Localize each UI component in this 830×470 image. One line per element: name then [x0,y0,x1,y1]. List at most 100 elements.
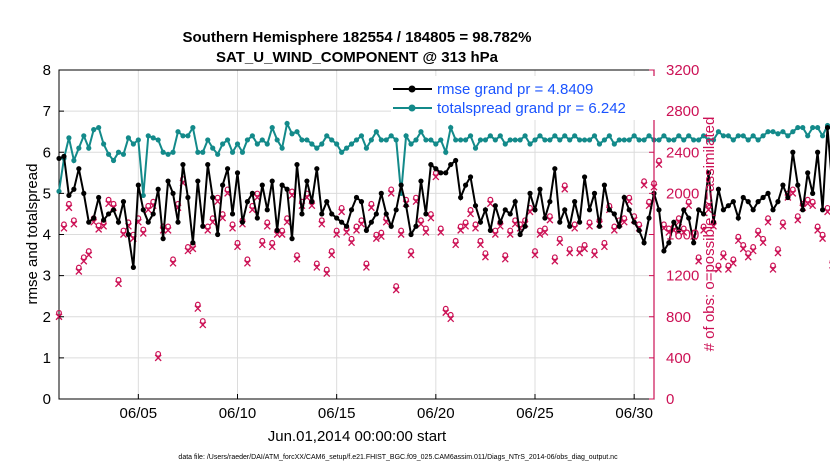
obs-count-point [437,225,445,236]
obs-count-point [556,235,564,247]
totalspread-point [289,131,295,137]
obs-possible-marker [487,196,494,203]
obs-possible-marker [313,260,320,267]
rmse-point [86,219,92,225]
rmse-point [71,186,77,192]
obs-count-point [100,219,108,230]
obs-possible-marker [333,227,340,234]
rmse-point [140,207,146,213]
rmse-point [205,161,211,168]
obs-possible-marker [328,248,335,254]
totalspread-point [775,131,781,137]
totalspread-point [805,133,811,139]
totalspread-point [324,133,330,139]
rmse-point [453,157,459,164]
rmse-point [105,211,112,217]
totalspread-point [175,129,181,135]
totalspread-point [765,129,771,135]
obs-possible-marker [140,226,147,233]
obs-count-point [546,213,554,224]
totalspread-point [259,137,265,143]
obs-count-point [447,311,455,323]
obs-possible-marker [418,217,424,224]
obs-count-point [65,200,73,212]
y-tick-label-left: 5 [43,185,51,202]
obs-count-point [764,215,772,226]
rmse-point [120,199,127,205]
rmse-point [438,170,444,176]
totalspread-point [125,135,132,141]
obs-count-point [417,217,425,228]
totalspread-point [254,141,260,147]
y-tick-label-right: 1600 [666,227,699,244]
obs-possible-marker [685,198,692,205]
totalspread-point [229,149,236,155]
totalspread-point [512,137,518,143]
y-tick-label-right: 1200 [666,268,699,285]
obs-possible-marker [264,219,271,226]
legend-rmse-label: rmse grand pr = 4.8409 [437,81,593,98]
totalspread-point [309,141,315,147]
obs-possible-marker [814,223,821,230]
legend-totalspread-label: totalspread grand pr = 6.242 [437,100,626,117]
rmse-point [482,207,489,213]
obs-count-point [600,239,608,251]
totalspread-point [224,137,231,143]
totalspread-point [205,137,211,143]
rmse-point [190,240,196,246]
legend-box [391,76,656,120]
rmse-point [101,217,107,223]
obs-possible-marker [819,231,826,238]
totalspread-point [348,141,355,147]
totalspread-point [611,141,617,147]
rmse-point [467,174,474,180]
obs-possible-marker [680,225,687,232]
rmse-point [393,207,399,213]
rmse-point [790,149,796,155]
totalspread-point [314,145,320,151]
rmse-point [710,219,717,225]
totalspread-point [730,137,736,143]
y-tick-label-left: 3 [43,268,51,285]
obs-possible-marker [75,264,82,271]
rmse-point [696,207,702,213]
rmse-point [557,219,563,225]
totalspread-point [795,124,801,131]
totalspread-point [770,129,776,135]
obs-possible-marker [115,276,122,283]
totalspread-point [616,137,622,143]
totalspread-point [522,133,528,139]
totalspread-point [408,141,414,147]
obs-count-point [85,248,93,259]
obs-count-point [561,182,569,193]
totalspread-point [671,137,677,143]
obs-possible-marker [398,227,405,234]
rmse-point [165,178,171,184]
obs-possible-marker [457,223,464,230]
rmse-point [611,211,617,217]
obs-count-point [169,256,177,267]
rmse-point [601,182,608,188]
y-tick-label-right: 3200 [666,62,699,79]
rmse-point [458,194,464,201]
totalspread-point [433,141,439,147]
rmse-point [800,207,806,213]
obs-possible-marker [423,225,429,232]
totalspread-point [190,124,196,131]
rmse-point [646,215,652,221]
obs-count-point [422,225,430,236]
rmse-point [269,178,275,184]
rmse-point [686,215,692,221]
rmse-point [398,182,404,188]
obs-possible-marker [447,311,454,318]
obs-possible-marker [636,221,643,228]
y-tick-label-left: 7 [43,103,51,120]
obs-possible-marker [561,182,568,189]
rmse-point [155,186,161,192]
totalspread-point [91,127,97,133]
obs-possible-marker [452,237,459,244]
rmse-point [309,199,315,205]
obs-possible-marker [442,305,449,312]
obs-count-point [774,246,782,257]
